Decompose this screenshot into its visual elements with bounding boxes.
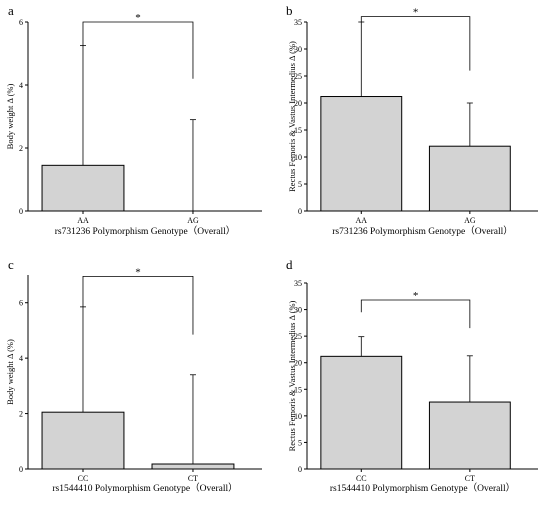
x-tick-label: AG	[187, 216, 199, 225]
chart-panel-d: d 0 5 10 15 20 25 30 35 CC CT * rs1544410 Polymorphi…	[286, 257, 538, 494]
y-tick-label: 6	[19, 18, 23, 27]
significance-bracket	[360, 16, 471, 71]
y-tick-label: 30	[294, 45, 302, 54]
y-tick-label: 5	[298, 438, 302, 447]
panel-label: a	[8, 3, 14, 18]
x-tick-label: AG	[464, 216, 476, 225]
significance-bracket	[82, 21, 194, 79]
y-tick-label: 2	[19, 410, 23, 419]
significance-star: *	[413, 7, 419, 19]
y-tick-label: 6	[19, 299, 23, 308]
y-tick-label: 4	[19, 354, 23, 363]
x-axis-title: rs1544410 Polymorphism Genotype（Overall）	[330, 482, 515, 494]
y-tick-label: 5	[298, 180, 302, 189]
y-tick-label: 0	[298, 465, 302, 474]
y-tick-label: 4	[19, 81, 23, 90]
panel-label: b	[286, 3, 293, 18]
y-tick-label: 25	[294, 72, 302, 81]
y-tick-label: 2	[19, 144, 23, 153]
x-axis-title: rs1544410 Polymorphism Genotype（Overall）	[52, 482, 237, 494]
bar	[320, 355, 403, 470]
significance-star: *	[135, 266, 141, 278]
y-tick-label: 30	[294, 306, 302, 315]
y-tick-label: 15	[294, 126, 302, 135]
x-tick-label: CT	[188, 474, 198, 483]
y-tick-label: 35	[294, 18, 302, 27]
y-axis-title: Body weight Δ (%)	[5, 83, 15, 149]
chart-panel-c: c 0 2 4 6 CC CT * rs1544410 Polymorphism Genotyp…	[5, 257, 262, 494]
x-axis-title: rs731236 Polymorphism Genotype（Overall）	[55, 225, 235, 237]
y-tick-label: 0	[19, 207, 23, 216]
panel-label: d	[286, 257, 293, 272]
x-axis-title: rs731236 Polymorphism Genotype（Overall）	[332, 225, 512, 237]
bar	[151, 463, 235, 470]
x-tick-label: AA	[77, 216, 89, 225]
panel-label: c	[8, 257, 14, 272]
bar	[320, 96, 403, 212]
y-axis-title: Body weight Δ (%)	[5, 339, 15, 405]
bar	[428, 401, 511, 470]
y-tick-label: 10	[294, 153, 302, 162]
bar	[41, 164, 125, 212]
y-axis-title: Rectus Femoris & Vastus Intermedius Δ (%…	[287, 300, 297, 451]
chart-panel-a: a 0 2 4 6 AA AG * rs731236 Polymorphism Genotype…	[5, 3, 262, 237]
x-tick-label: CC	[356, 474, 367, 483]
bar	[41, 411, 125, 470]
y-axis-title: Rectus Femoris & Vastus Intermedius Δ (%…	[287, 41, 297, 192]
chart-panel-b: b 0 5 10 15 20 25 30 35 AA AG * rs731236 Polymorphis…	[286, 3, 538, 237]
y-tick-label: 20	[294, 99, 302, 108]
x-tick-label: AA	[356, 216, 368, 225]
x-tick-label: CT	[465, 474, 475, 483]
y-tick-label: 20	[294, 359, 302, 368]
y-tick-label: 35	[294, 279, 302, 288]
x-tick-label: CC	[78, 474, 89, 483]
significance-star: *	[135, 12, 141, 24]
significance-star: *	[413, 290, 419, 302]
y-tick-label: 0	[19, 465, 23, 474]
bar	[428, 145, 511, 212]
significance-bracket	[82, 275, 194, 335]
significance-bracket	[360, 299, 471, 329]
y-tick-label: 0	[298, 207, 302, 216]
y-tick-label: 10	[294, 412, 302, 421]
y-tick-label: 25	[294, 332, 302, 341]
y-tick-label: 15	[294, 385, 302, 394]
